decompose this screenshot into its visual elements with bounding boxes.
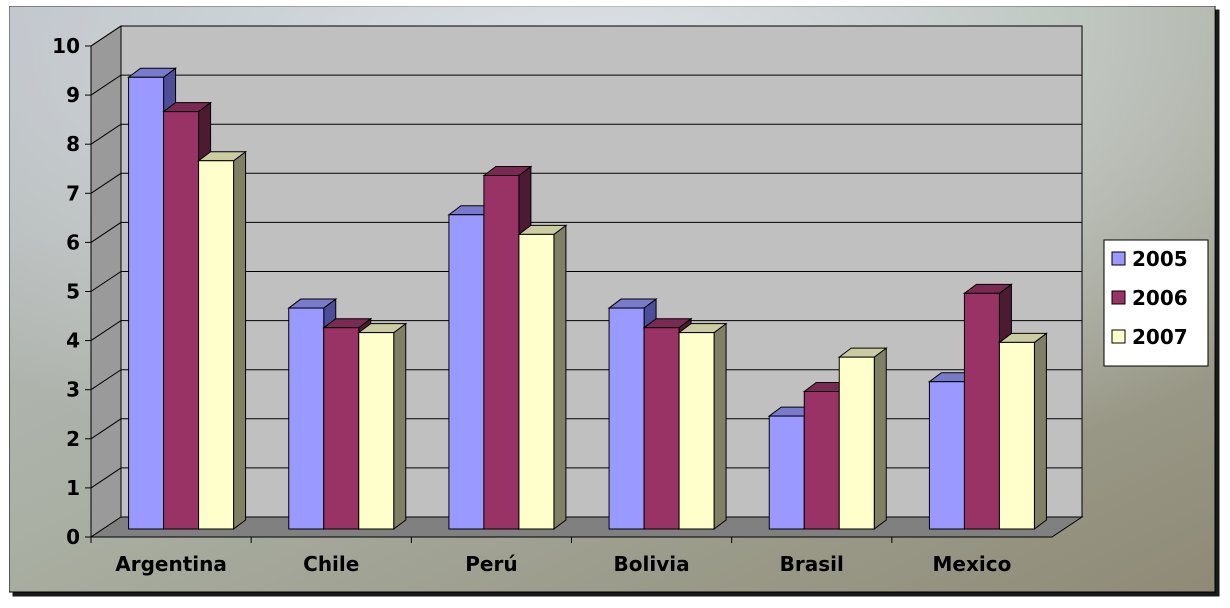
y-tick-label: 8 [66,132,80,156]
y-tick-label: 4 [66,329,80,353]
y-tick-label: 7 [66,181,80,205]
bar-Brasil-2007 [839,348,886,529]
bar-front [964,293,999,529]
bar-side [234,152,246,529]
bar-front [324,328,359,529]
bar-front [804,392,839,529]
bar-front [929,382,964,529]
x-tick-label: Chile [303,552,359,576]
x-tick-label: Mexico [933,552,1012,576]
bar-front [359,333,394,529]
x-tick-label: Brasil [780,552,844,576]
legend: 2005 2006 2007 [1104,240,1208,366]
bar-front [164,112,199,529]
bar-front [484,175,519,529]
x-tick-label: Bolivia [614,552,690,576]
legend-swatch [1112,291,1125,304]
bar-side [394,324,406,529]
bar-front [519,234,554,529]
bar-front [644,328,679,529]
y-tick-label: 1 [66,476,80,500]
y-tick-label: 3 [66,378,80,402]
legend-swatch [1112,252,1125,265]
bar-front [769,416,804,529]
bar-side [1034,333,1046,529]
bar-Perú-2007 [519,225,566,529]
legend-swatch [1112,330,1125,343]
y-tick-label: 9 [66,83,80,107]
bar-side [714,324,726,529]
legend-label: 2007 [1132,325,1188,349]
y-tick-label: 6 [66,230,80,254]
bar-front [609,308,644,529]
chart-frame: 0 1 2 3 4 5 6 7 8 9 10 Argentina Chile Perú Bolivia Bra… [9,6,1222,598]
bar-front [449,215,484,529]
bar-front [999,342,1034,529]
bar-Bolivia-2007 [679,324,726,529]
bar-front [679,333,714,529]
bar-front [289,308,324,529]
y-tick-label: 2 [66,427,80,451]
bar-front [839,357,874,529]
bar-Argentina-2007 [199,152,246,529]
x-tick-label: Argentina [115,552,227,576]
bar-chart: 0 1 2 3 4 5 6 7 8 9 10 Argentina Chile Perú Bolivia Bra… [9,6,1222,598]
bar-side [554,225,566,529]
bar-Mexico-2007 [999,333,1046,529]
y-tick-label: 5 [66,280,80,304]
y-tick-label: 10 [52,34,80,58]
bar-front [129,77,164,529]
bar-side [874,348,886,529]
x-tick-label: Perú [465,552,517,576]
bar-Chile-2007 [359,324,406,529]
legend-label: 2005 [1132,247,1188,271]
legend-label: 2006 [1132,286,1188,310]
bar-front [199,161,234,529]
y-tick-label: 0 [66,525,80,549]
